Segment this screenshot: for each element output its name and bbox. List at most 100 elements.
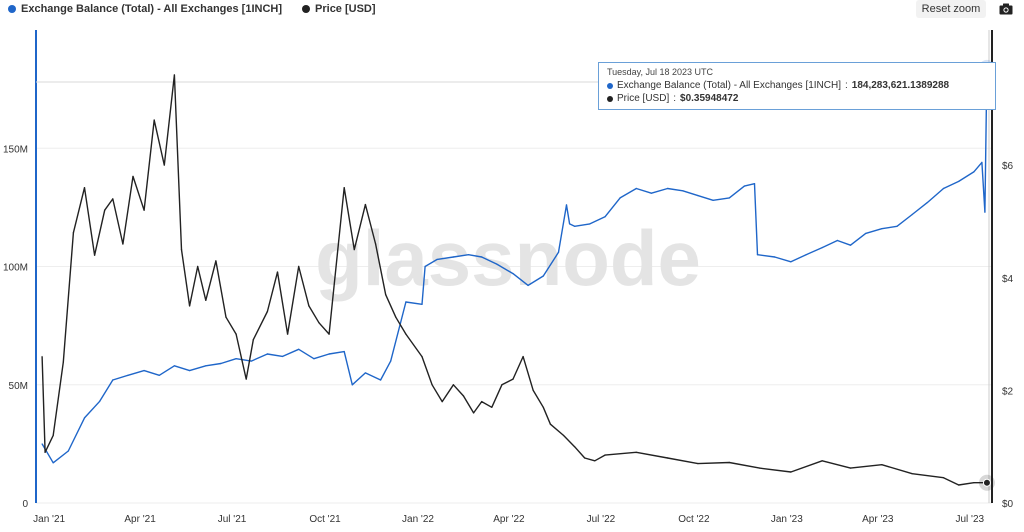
- price-point: [512, 378, 514, 380]
- price-point: [385, 294, 387, 296]
- right-tick-label: $6: [1002, 161, 1014, 172]
- watermark: glassnode: [315, 214, 701, 302]
- price-point: [132, 175, 134, 178]
- price-point: [104, 209, 106, 211]
- price-point: [405, 333, 407, 335]
- balance-point: [911, 213, 913, 216]
- price-point: [122, 243, 124, 245]
- price-point: [491, 406, 493, 408]
- balance-point: [99, 400, 101, 402]
- balance-point: [41, 443, 43, 445]
- camera-icon[interactable]: [996, 0, 1016, 18]
- balance-point: [542, 275, 544, 277]
- balance-point: [973, 171, 975, 173]
- price-point: [666, 457, 669, 459]
- balance-point: [379, 379, 382, 381]
- price-point: [604, 454, 606, 456]
- tooltip-row-price: Price [USD]: $0.35948472: [607, 92, 987, 105]
- price-point: [542, 406, 544, 408]
- gridlines: [36, 147, 992, 504]
- balance-point: [52, 462, 54, 464]
- balance-point: [650, 192, 653, 194]
- balance-point: [568, 223, 571, 225]
- price-point: [163, 164, 165, 166]
- x-tick-label: Jan '23: [771, 514, 803, 525]
- price-point: [584, 457, 586, 459]
- balance-point: [774, 256, 776, 258]
- price-point: [215, 260, 217, 262]
- price-point: [532, 389, 534, 392]
- price-point: [44, 451, 46, 453]
- price-point: [911, 473, 913, 475]
- x-tick-label: Jul '22: [587, 514, 616, 525]
- tooltip-price-value: $0.35948472: [680, 93, 739, 104]
- reset-zoom-button[interactable]: Reset zoom: [916, 0, 986, 18]
- tooltip-balance-value: 184,283,621.1389288: [851, 80, 950, 91]
- balance-point: [250, 360, 252, 362]
- balance-point: [436, 258, 438, 261]
- legend-item-price[interactable]: Price [USD]: [302, 3, 376, 15]
- balance-point: [635, 187, 637, 190]
- balance-point: [557, 251, 560, 253]
- balance-point: [926, 201, 928, 204]
- balance-point: [467, 254, 470, 256]
- legend-label-balance: Exchange Balance (Total) - All Exchanges…: [21, 3, 283, 15]
- price-point: [958, 484, 960, 486]
- price-point: [562, 434, 565, 437]
- balance-point: [865, 232, 867, 235]
- balance-point: [143, 369, 145, 372]
- balance-point: [958, 180, 960, 183]
- balance-point: [743, 185, 746, 187]
- balance-point: [753, 183, 756, 185]
- balance-point: [421, 303, 423, 305]
- balance-point: [313, 358, 315, 360]
- balance-point: [790, 261, 792, 263]
- price-point: [62, 361, 64, 363]
- balance-point: [452, 256, 455, 258]
- price-point: [173, 74, 176, 76]
- x-tick-label: Apr '21: [124, 514, 156, 525]
- price-point: [41, 355, 43, 358]
- balance-point: [328, 353, 330, 355]
- balance-point: [390, 360, 392, 362]
- balance-point: [512, 272, 514, 275]
- price-point: [501, 384, 503, 386]
- price-point: [573, 446, 576, 448]
- price-point: [318, 322, 320, 324]
- price-point: [52, 434, 54, 437]
- balance-point: [405, 301, 407, 303]
- price-point: [881, 464, 883, 466]
- legend-dot-balance: [8, 5, 16, 13]
- x-tick-label: Jan '22: [402, 514, 434, 525]
- price-point: [197, 265, 199, 268]
- price-point: [298, 265, 300, 268]
- price-point: [205, 299, 207, 301]
- x-tick-label: Oct '22: [678, 514, 710, 525]
- legend-item-exchange-balance[interactable]: Exchange Balance (Total) - All Exchanges…: [8, 3, 282, 15]
- price-point: [942, 477, 945, 479]
- price-point: [790, 471, 792, 473]
- x-tick-label: Jan '21: [33, 514, 65, 525]
- balance-point: [281, 355, 284, 358]
- x-tick-label: Jul '23: [955, 514, 984, 525]
- balance-point: [712, 199, 714, 201]
- right-tick-label: $0: [1002, 499, 1014, 510]
- price-point: [143, 209, 145, 211]
- balance-point: [173, 365, 176, 367]
- price-point: [849, 467, 852, 469]
- legend-dot-price: [302, 5, 311, 13]
- balance-point: [573, 225, 576, 227]
- price-point: [252, 339, 254, 341]
- x-tick-label: Apr '22: [493, 514, 525, 525]
- price-point: [266, 310, 269, 313]
- tooltip-price-name: Price [USD]: [617, 93, 670, 104]
- balance-point: [849, 244, 852, 246]
- price-point: [522, 355, 524, 358]
- price-point: [758, 467, 761, 469]
- balance-point: [298, 348, 300, 350]
- balance-point: [821, 246, 823, 249]
- balance-point: [424, 265, 426, 268]
- balance-point: [728, 197, 730, 199]
- series-line-exchange-balance: [41, 67, 988, 464]
